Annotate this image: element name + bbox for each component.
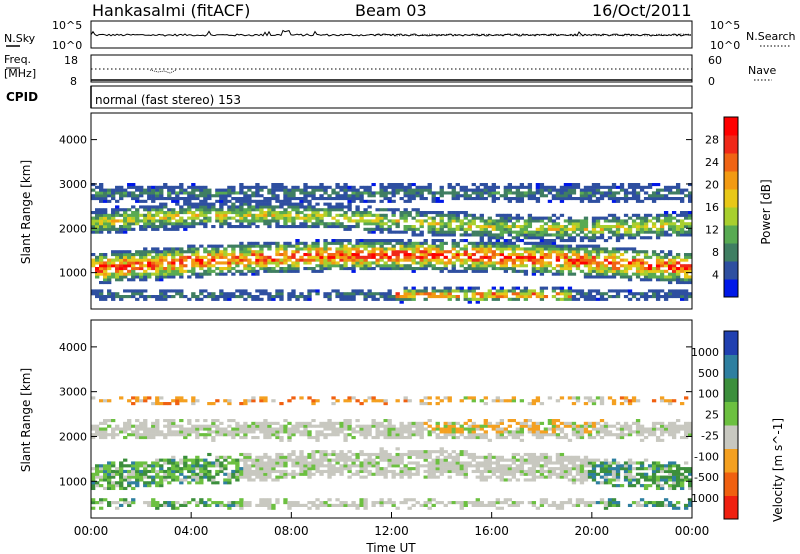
frequency-panel: Freq. [MHz] 18 8 60 0 Nave (4, 53, 776, 88)
colorbar-segment (724, 117, 738, 136)
colorbar-segment (724, 279, 738, 298)
freq-unit-label: [MHz] (4, 67, 36, 80)
noise-sky-trace (90, 29, 692, 37)
nsky-tick-high: 10^5 (52, 19, 82, 32)
colorbar-segment (724, 425, 738, 449)
y-tick-label: 3000 (59, 386, 87, 399)
velocity-panel: 1000 2000 3000 4000 00:00 04:00 08:00 12:00 16:… (19, 319, 785, 554)
date-title: 16/Oct/2011 (592, 1, 692, 20)
y-tick-label: 1000 (59, 267, 87, 280)
x-tick-label: 12:00 (374, 524, 409, 538)
y-tick-label: 4000 (59, 134, 87, 147)
colorbar-segment (724, 378, 738, 402)
colorbar-tick-label: 25 (705, 409, 719, 422)
velocity-ylabel: Slant Range [km] (19, 368, 33, 472)
power-panel: 1000 2000 3000 4000 Slant Range [km] 4 8 12 16… (19, 112, 773, 310)
colorbar-segment (724, 189, 738, 208)
power-ylabel: Slant Range [km] (19, 160, 33, 264)
colorbar-tick-label: 24 (705, 156, 719, 169)
colorbar-tick-label: 16 (705, 201, 719, 214)
colorbar-tick-label: 20 (705, 179, 719, 192)
nsky-tick-low: 10^0 (52, 39, 82, 52)
cpid-label: CPID (6, 90, 38, 104)
colorbar-tick-label: 100 (698, 388, 719, 401)
nave-tick-low: 0 (708, 75, 715, 88)
time-xlabel: Time UT (365, 541, 416, 554)
power-colorbar-label: Power [dB] (759, 179, 773, 244)
colorbar-tick-label: -1000 (687, 492, 719, 505)
colorbar-segment (724, 401, 738, 426)
y-tick-label: 3000 (59, 178, 87, 191)
colorbar-segment (724, 171, 738, 190)
nave-label: Nave (748, 64, 776, 77)
colorbar-tick-label: 1000 (691, 346, 719, 359)
colorbar-segment (724, 448, 738, 473)
colorbar-tick-label: -25 (701, 429, 719, 442)
freq-label: Freq. (4, 53, 31, 66)
colorbar-segment (724, 331, 738, 355)
colorbar-tick-label: 12 (705, 224, 719, 237)
colorbar-segment (724, 261, 738, 280)
nsearch-tick-low: 10^0 (710, 39, 740, 52)
freq-tick-high: 18 (64, 54, 78, 67)
nsearch-tick-high: 10^5 (710, 19, 740, 32)
x-tick-label: 08:00 (274, 524, 309, 538)
colorbar-tick-label: -500 (694, 471, 719, 484)
colorbar-tick-label: 4 (712, 269, 719, 282)
x-tick-label: 00:00 (675, 524, 710, 538)
colorbar-segment (724, 495, 738, 520)
station-title: Hankasalmi (fitACF) (92, 1, 250, 20)
x-tick-label: 04:00 (174, 524, 209, 538)
nsky-label: N.Sky (4, 32, 36, 45)
mode-text: normal (fast stereo) 153 (95, 93, 241, 107)
nave-tick-high: 60 (708, 54, 722, 67)
colorbar-segment (724, 354, 738, 379)
x-tick-label: 16:00 (474, 524, 509, 538)
noise-search-trace (372, 33, 692, 37)
velocity-colorbar-label: Velocity [m s^-1] (771, 418, 785, 522)
colorbar-segment (724, 225, 738, 244)
colorbar-tick-label: 500 (698, 367, 719, 380)
colorbar-segment (724, 243, 738, 262)
colorbar-segment (724, 472, 738, 496)
nsearch-label: N.Search (746, 30, 796, 43)
noise-panel: N.Sky 10^5 10^0 10^5 10^0 N.Search (4, 19, 796, 52)
freq-tick-low: 8 (70, 75, 77, 88)
y-tick-label: 4000 (59, 341, 87, 354)
colorbar-segment (724, 153, 738, 172)
colorbar-segment (724, 135, 738, 154)
colorbar-tick-label: -100 (694, 450, 719, 463)
colorbar-tick-label: 8 (712, 246, 719, 259)
y-tick-label: 1000 (59, 475, 87, 488)
x-tick-label: 00:00 (74, 524, 109, 538)
y-tick-label: 2000 (59, 222, 87, 235)
y-tick-label: 2000 (59, 430, 87, 443)
colorbar-segment (724, 207, 738, 226)
beam-title: Beam 03 (355, 1, 427, 20)
x-tick-label: 20:00 (575, 524, 610, 538)
colorbar-tick-label: 28 (705, 134, 719, 147)
